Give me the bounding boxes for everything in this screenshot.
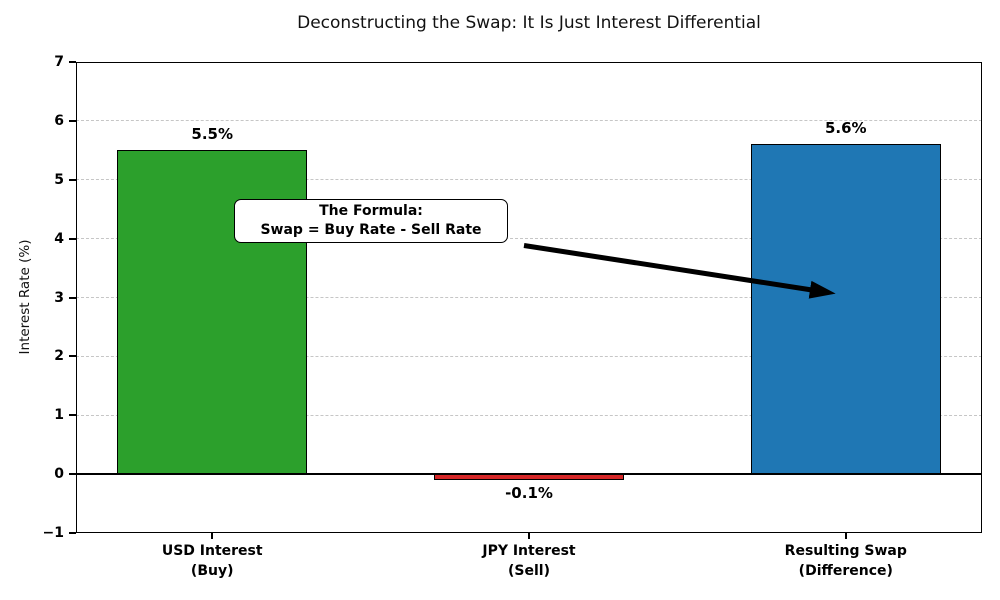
zero-line bbox=[76, 473, 982, 476]
bar-value-label: -0.1% bbox=[505, 484, 553, 502]
grid-line bbox=[76, 414, 982, 416]
grid-line bbox=[76, 238, 982, 240]
y-tick-mark bbox=[69, 119, 76, 122]
grid-line bbox=[76, 297, 982, 298]
y-tick-mark bbox=[69, 355, 76, 358]
y-tick-mark bbox=[69, 296, 76, 299]
y-tick-mark bbox=[69, 61, 76, 63]
y-tick-mark bbox=[69, 237, 76, 240]
y-tick-label: 0 bbox=[54, 466, 64, 483]
plot-area: −1 0 1 2 3 4 5 6 7 5.5% USD Interest (Buy) -0.1% JPY… bbox=[43, 54, 982, 579]
y-tick-label: 3 bbox=[54, 289, 64, 306]
y-tick-label: 7 bbox=[54, 54, 64, 70]
x-tick-label: JPY Interest (Sell) bbox=[482, 543, 576, 580]
formula-annotation-line1: The Formula: bbox=[319, 203, 423, 220]
y-tick-mark bbox=[69, 473, 76, 476]
y-tick-label: 4 bbox=[54, 230, 64, 247]
y-tick-label: 6 bbox=[54, 112, 64, 129]
grid-line bbox=[76, 179, 982, 181]
x-tick-mark bbox=[844, 533, 847, 539]
chart-title: Deconstructing the Swap: It Is Just Inte… bbox=[297, 13, 761, 33]
formula-annotation-line2: Swap = Buy Rate - Sell Rate bbox=[260, 222, 482, 238]
bar bbox=[750, 144, 941, 475]
formula-annotation-box: The Formula: Swap = Buy Rate - Sell Rate bbox=[234, 199, 508, 243]
grid-line bbox=[76, 355, 982, 357]
y-tick-mark bbox=[69, 532, 76, 534]
y-tick-mark bbox=[69, 414, 76, 417]
y-tick-label: 2 bbox=[54, 348, 64, 365]
x-tick-mark bbox=[528, 533, 530, 539]
y-tick-label: 1 bbox=[54, 407, 64, 424]
y-tick-label: 5 bbox=[54, 171, 64, 188]
bar-value-label: 5.6% bbox=[824, 119, 867, 138]
y-tick-label: −1 bbox=[42, 525, 64, 541]
x-tick-label: Resulting Swap (Difference) bbox=[784, 543, 907, 580]
x-tick-label: USD Interest (Buy) bbox=[161, 543, 263, 580]
grid-line bbox=[76, 120, 982, 122]
bar-value-label: 5.5% bbox=[191, 125, 233, 144]
y-tick-mark bbox=[69, 178, 76, 181]
x-tick-mark bbox=[211, 533, 214, 539]
